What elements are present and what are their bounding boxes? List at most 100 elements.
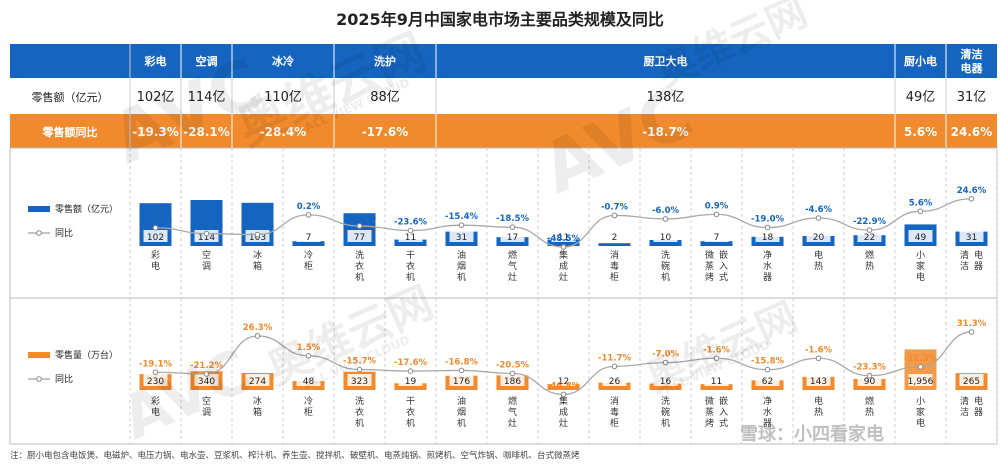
yoy-label-1-10: -7.0% <box>652 350 680 360</box>
bar-label-bg-1-16 <box>959 374 984 386</box>
bar-label-1-8: 12 <box>558 377 569 387</box>
bar-label-bg-1-5 <box>398 374 423 386</box>
category-label-1-10-1: 碗 <box>661 406 670 418</box>
retail-value-0: 102亿 <box>137 90 175 105</box>
bar-label-1-5: 19 <box>405 377 417 387</box>
bar-label-1-16: 265 <box>963 377 980 387</box>
yoy-label-0-11: 0.9% <box>705 201 729 211</box>
bar-1-9 <box>598 382 631 390</box>
bar-label-bg-1-13 <box>806 374 831 386</box>
yoy-point-0-12 <box>764 224 771 231</box>
legend-line-label-1: 同比 <box>55 373 73 385</box>
category-label-1-5-1: 衣 <box>406 406 415 418</box>
bar-label-0-8: 11 <box>558 233 569 243</box>
bar-1-10 <box>649 383 682 390</box>
category-label-1-16-0: 清 <box>960 395 969 407</box>
category-label-1-6-1: 烟 <box>457 406 466 418</box>
bar-label-bg-0-6 <box>449 230 474 242</box>
category-label-0-3-1: 柜 <box>304 260 313 272</box>
category-label-0-8-1: 成 <box>559 260 568 272</box>
category-label-1-9-0: 消 <box>610 395 619 407</box>
bar-label-bg-0-15 <box>908 230 933 242</box>
yoy-point-1-8 <box>560 391 567 398</box>
retail-value-3: 88亿 <box>370 90 400 105</box>
yoy-label-1-15: -12.3% <box>904 354 937 364</box>
yoy-label-1-13: -1.6% <box>805 345 833 355</box>
bar-0-8 <box>547 239 580 246</box>
category-label-0-16-1: 洁 <box>960 260 969 272</box>
yoy-point-1-11 <box>713 355 720 362</box>
category-label-0-0-0: 彩 <box>151 250 160 261</box>
retail-value-4: 138亿 <box>647 90 685 105</box>
yoy-label-0-2: -29.7% <box>241 222 274 232</box>
bar-0-11 <box>700 241 733 246</box>
bar-label-0-4: 77 <box>354 233 365 243</box>
bar-label-0-0: 102 <box>147 233 164 243</box>
yoy-label-0-16: 24.6% <box>957 186 987 196</box>
category-label-1-7-0: 燃 <box>508 395 517 407</box>
category-label-1-5-2: 机 <box>406 417 415 429</box>
yoy-label-0-14: -22.9% <box>853 217 886 227</box>
category-label-1-5-0: 干 <box>406 396 415 407</box>
yoy-point-1-15 <box>917 364 924 370</box>
category-label-0-15-1: 家 <box>916 260 925 272</box>
category-label-1-8-2: 灶 <box>559 417 568 429</box>
group-header-0: 彩电 <box>144 54 167 68</box>
bar-label-bg-1-11 <box>704 374 729 386</box>
yoy-label-1-14: -23.3% <box>853 363 886 373</box>
yoy-point-0-6 <box>458 222 465 228</box>
category-label-1-4-2: 机 <box>355 417 364 429</box>
bar-label-bg-1-9 <box>602 374 627 386</box>
category-label-0-8-0: 集 <box>559 249 568 261</box>
yoy-label-1-2: 26.3% <box>243 323 273 333</box>
retail-row-label: 零售额（亿元） <box>32 90 109 104</box>
yoy-point-1-3 <box>305 353 312 359</box>
category-label-0-6-0: 油 <box>457 249 466 261</box>
yoy-label-1-4: -15.7% <box>343 357 376 367</box>
yoy-value-6: 24.6% <box>951 125 993 139</box>
yoy-point-0-11 <box>713 211 720 218</box>
bar-label-bg-1-6 <box>449 374 474 386</box>
yoy-label-1-8: -46.8% <box>547 381 580 391</box>
category-label-0-11-1: 蒸 <box>705 260 714 272</box>
yoy-label-0-1: -28.1% <box>190 221 223 231</box>
retail-value-5: 49亿 <box>906 90 936 105</box>
bar-label-0-6: 31 <box>456 233 467 243</box>
yoy-point-0-8 <box>560 244 567 250</box>
category-label-1-2-1: 箱 <box>253 406 262 418</box>
legend-bar-swatch-0 <box>28 206 50 212</box>
category-label-1-16-1: 洁 <box>960 406 969 418</box>
category-label-1-11-1: 蒸 <box>705 406 714 418</box>
category-label-0-5-0: 干 <box>406 250 415 261</box>
yoy-point-0-14 <box>866 227 873 233</box>
bar-label-bg-0-5 <box>398 230 423 242</box>
category-label-1-0-0: 彩 <box>151 396 160 407</box>
category-label-1-3-0: 冷 <box>304 395 313 407</box>
yoy-label-0-8: -48.5% <box>547 234 580 244</box>
bar-1-8 <box>547 384 580 390</box>
category-label-0-14-1: 热 <box>865 260 874 272</box>
category-label-0-4-2: 机 <box>355 271 364 283</box>
category-label-0-7-2: 灶 <box>508 271 517 283</box>
category-label-1-16-2: 电 <box>974 395 983 407</box>
yoy-label-0-6: -15.4% <box>445 212 478 222</box>
legend-line-label-0: 同比 <box>55 227 73 239</box>
category-label-1-9-1: 毒 <box>610 406 619 418</box>
group-header-2: 冰冷 <box>272 54 294 68</box>
category-label-1-6-2: 机 <box>457 417 466 429</box>
category-label-0-11-2: 烤 <box>705 271 714 283</box>
credit-text: 雪球：小四看家电 <box>740 424 884 445</box>
bar-label-bg-0-9 <box>602 230 627 242</box>
category-label-0-11-5: 式 <box>719 271 728 283</box>
bar-label-0-2: 103 <box>249 233 266 243</box>
yoy-label-1-11: -1.6% <box>703 345 731 355</box>
yoy-point-1-7 <box>509 370 516 377</box>
bar-label-bg-1-8 <box>551 374 576 386</box>
category-label-0-16-0: 清 <box>960 249 969 261</box>
legend-line-marker-1 <box>36 376 42 382</box>
yoy-point-1-10 <box>662 359 669 366</box>
category-label-1-16-3: 器 <box>974 407 983 418</box>
category-label-0-9-0: 消 <box>610 249 619 261</box>
bar-label-0-14: 22 <box>864 233 875 243</box>
page-title: 2025年9月中国家电市场主要品类规模及同比 <box>336 10 664 29</box>
